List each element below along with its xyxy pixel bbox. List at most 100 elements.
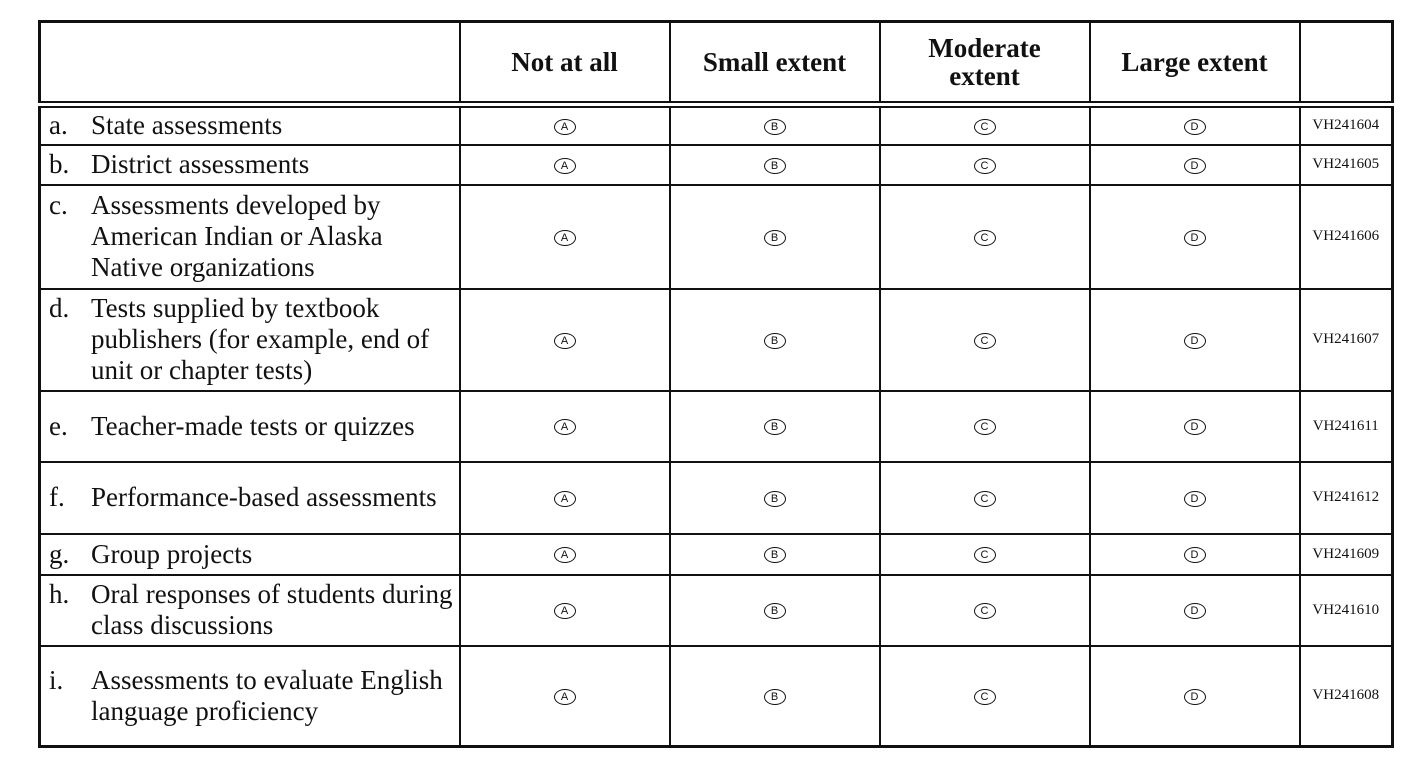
- item-letter: h.: [49, 579, 70, 609]
- option-cell: B: [668, 183, 881, 290]
- item-code: VH241611: [1298, 389, 1394, 463]
- response-bubble[interactable]: C: [973, 419, 996, 435]
- item-code: VH241605: [1298, 143, 1394, 186]
- response-bubble[interactable]: D: [1183, 547, 1206, 563]
- response-bubble[interactable]: B: [763, 332, 786, 349]
- item-text: h. Oral responses of students during clas…: [49, 579, 453, 641]
- item-letter: g.: [49, 538, 70, 569]
- option-cell: B: [668, 644, 881, 748]
- item-cell: a. State assessments: [38, 103, 461, 146]
- item-row: g. Group projects A B C D VH241609: [38, 532, 1394, 576]
- response-bubble[interactable]: A: [553, 419, 576, 435]
- response-bubble[interactable]: D: [1183, 332, 1206, 349]
- option-cell: A: [458, 389, 671, 463]
- item-row: a. State assessments A B C D VH241604: [38, 103, 1394, 146]
- response-bubble[interactable]: C: [973, 332, 996, 349]
- option-cell: A: [458, 644, 671, 748]
- table-header: Not at all Small extent Moderate extent Lar…: [38, 20, 1394, 106]
- option-cell: C: [878, 389, 1091, 463]
- response-bubble[interactable]: B: [763, 603, 786, 619]
- response-bubble[interactable]: C: [973, 490, 996, 507]
- option-cell: A: [458, 143, 671, 186]
- item-letter: i.: [49, 664, 64, 695]
- response-bubble[interactable]: A: [553, 118, 576, 135]
- option-cell: D: [1088, 389, 1301, 463]
- option-cell: B: [668, 389, 881, 463]
- item-row: e. Teacher-made tests or quizzes A B C D VH241…: [38, 389, 1394, 463]
- response-bubble[interactable]: A: [553, 547, 576, 563]
- item-text: e. Teacher-made tests or quizzes: [49, 411, 453, 442]
- response-bubble[interactable]: C: [973, 547, 996, 563]
- item-letter: e.: [49, 410, 68, 441]
- response-bubble[interactable]: B: [763, 688, 786, 705]
- item-text: a. State assessments: [49, 110, 453, 141]
- option-cell: D: [1088, 532, 1301, 576]
- item-text: f. Performance-based assessments: [49, 482, 453, 513]
- survey-table: Not at all Small extent Moderate extent Lar…: [38, 20, 1394, 748]
- item-cell: b. District assessments: [38, 143, 461, 186]
- option-cell: A: [458, 103, 671, 146]
- option-cell: C: [878, 460, 1091, 535]
- response-bubble[interactable]: A: [553, 332, 576, 349]
- response-bubble[interactable]: A: [553, 229, 576, 246]
- option-cell: A: [458, 287, 671, 392]
- option-cell: B: [668, 460, 881, 535]
- option-cell: C: [878, 573, 1091, 647]
- option-cell: C: [878, 644, 1091, 748]
- response-bubble[interactable]: B: [763, 490, 786, 507]
- response-bubble[interactable]: A: [553, 688, 576, 705]
- option-cell: A: [458, 183, 671, 290]
- option-cell: B: [668, 573, 881, 647]
- response-bubble[interactable]: B: [763, 157, 786, 174]
- response-bubble[interactable]: D: [1183, 603, 1206, 619]
- column-header: Large extent: [1088, 20, 1301, 106]
- item-label: Assessments developed by American Indian…: [91, 190, 383, 282]
- option-cell: D: [1088, 573, 1301, 647]
- option-cell: B: [668, 103, 881, 146]
- item-cell: e. Teacher-made tests or quizzes: [38, 389, 461, 463]
- response-bubble[interactable]: B: [763, 118, 786, 135]
- response-bubble[interactable]: B: [763, 547, 786, 563]
- option-cell: C: [878, 183, 1091, 290]
- response-bubble[interactable]: A: [553, 157, 576, 174]
- response-bubble[interactable]: C: [973, 688, 996, 705]
- option-cell: B: [668, 532, 881, 576]
- response-bubble[interactable]: C: [973, 118, 996, 135]
- response-bubble[interactable]: D: [1183, 118, 1206, 135]
- option-cell: B: [668, 287, 881, 392]
- response-bubble[interactable]: D: [1183, 419, 1206, 435]
- response-bubble[interactable]: B: [763, 419, 786, 435]
- response-bubble[interactable]: D: [1183, 490, 1206, 507]
- option-cell: C: [878, 143, 1091, 186]
- response-bubble[interactable]: D: [1183, 157, 1206, 174]
- option-cell: D: [1088, 143, 1301, 186]
- response-bubble[interactable]: A: [553, 490, 576, 507]
- response-bubble[interactable]: C: [973, 157, 996, 174]
- item-code: VH241604: [1298, 103, 1394, 146]
- option-cell: D: [1088, 183, 1301, 290]
- item-cell: c. Assessments developed by American Indi…: [38, 183, 461, 290]
- column-header: Small extent: [668, 20, 881, 106]
- item-code: VH241608: [1298, 644, 1394, 748]
- option-cell: A: [458, 460, 671, 535]
- response-bubble[interactable]: C: [973, 603, 996, 619]
- response-bubble[interactable]: D: [1183, 688, 1206, 705]
- response-bubble[interactable]: D: [1183, 229, 1206, 246]
- option-cell: D: [1088, 460, 1301, 535]
- response-bubble[interactable]: C: [973, 229, 996, 246]
- item-row: h. Oral responses of students during clas…: [38, 573, 1394, 647]
- header-blank: [38, 20, 461, 106]
- response-bubble[interactable]: B: [763, 229, 786, 246]
- response-bubble[interactable]: A: [553, 603, 576, 619]
- item-label: District assessments: [91, 149, 310, 179]
- option-cell: D: [1088, 103, 1301, 146]
- item-text: i. Assessments to evaluate English langua…: [49, 665, 453, 727]
- item-letter: f.: [49, 482, 65, 512]
- item-label: Teacher-made tests or quizzes: [91, 410, 415, 441]
- item-text: b. District assessments: [49, 149, 453, 180]
- item-cell: h. Oral responses of students during clas…: [38, 573, 461, 647]
- column-header: Moderate extent: [878, 20, 1091, 106]
- item-letter: a.: [49, 110, 68, 141]
- item-code: VH241607: [1298, 287, 1394, 392]
